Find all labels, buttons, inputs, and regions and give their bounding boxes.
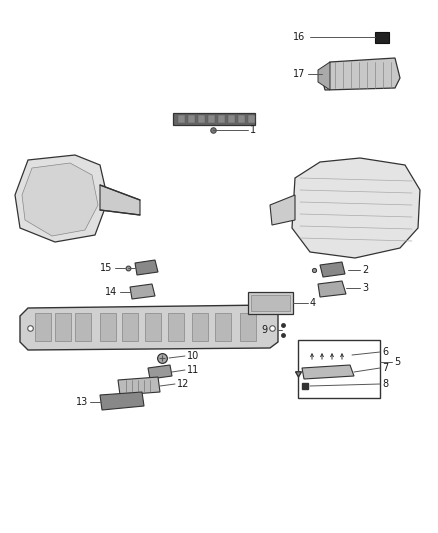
- Polygon shape: [130, 284, 155, 299]
- Polygon shape: [318, 281, 346, 297]
- Polygon shape: [15, 155, 108, 242]
- Bar: [240, 313, 256, 341]
- Bar: [192, 313, 208, 341]
- Polygon shape: [320, 262, 345, 277]
- Text: 2: 2: [362, 265, 368, 275]
- Bar: [198, 115, 205, 123]
- Polygon shape: [302, 365, 354, 379]
- Text: 7: 7: [382, 363, 388, 373]
- Bar: [248, 292, 293, 314]
- Bar: [251, 295, 290, 311]
- Text: 11: 11: [187, 365, 199, 375]
- Bar: [35, 313, 51, 341]
- Bar: [178, 115, 185, 123]
- Bar: [145, 313, 161, 341]
- Polygon shape: [100, 392, 144, 410]
- Text: 1: 1: [250, 125, 256, 135]
- Polygon shape: [322, 58, 400, 90]
- Bar: [173, 113, 255, 125]
- Text: 16: 16: [293, 32, 305, 42]
- Bar: [218, 115, 225, 123]
- Bar: [100, 313, 116, 341]
- Text: 6: 6: [382, 347, 388, 357]
- Bar: [375, 32, 389, 43]
- Polygon shape: [292, 158, 420, 258]
- Bar: [248, 115, 255, 123]
- Text: 9: 9: [262, 325, 268, 335]
- Bar: [75, 313, 91, 341]
- Bar: [208, 115, 215, 123]
- Bar: [228, 115, 235, 123]
- Polygon shape: [318, 62, 330, 90]
- Text: 4: 4: [310, 298, 316, 308]
- Bar: [168, 313, 184, 341]
- Bar: [188, 115, 195, 123]
- Text: 5: 5: [394, 357, 400, 367]
- Bar: [215, 313, 231, 341]
- Bar: [122, 313, 138, 341]
- Bar: [55, 313, 71, 341]
- Text: 14: 14: [105, 287, 117, 297]
- Bar: [238, 115, 245, 123]
- Text: 17: 17: [293, 69, 305, 79]
- Text: 8: 8: [382, 379, 388, 389]
- Text: 10: 10: [187, 351, 199, 361]
- Text: 12: 12: [177, 379, 189, 389]
- Polygon shape: [135, 260, 158, 275]
- Polygon shape: [148, 365, 172, 379]
- Text: 15: 15: [99, 263, 112, 273]
- Polygon shape: [118, 377, 160, 395]
- Polygon shape: [20, 305, 278, 350]
- Polygon shape: [270, 195, 295, 225]
- Text: 3: 3: [362, 283, 368, 293]
- Polygon shape: [22, 163, 98, 236]
- Text: 13: 13: [76, 397, 88, 407]
- Bar: [298, 340, 380, 398]
- Polygon shape: [100, 185, 140, 215]
